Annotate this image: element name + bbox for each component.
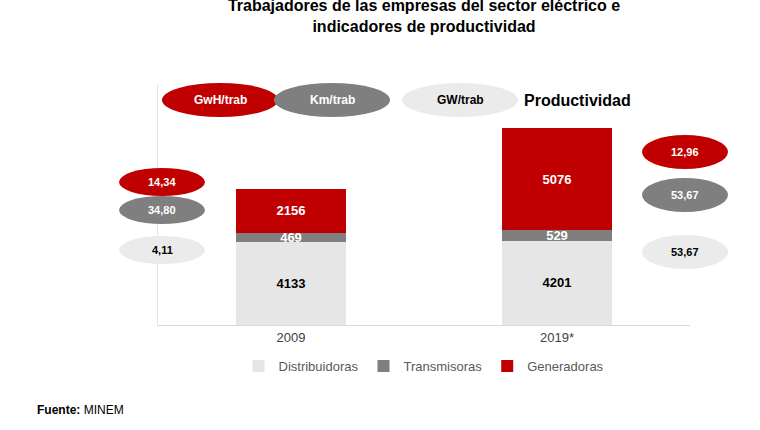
svg-text:Km/trab: Km/trab [310,93,355,107]
svg-text:GW/trab: GW/trab [437,93,484,107]
svg-text:53,67: 53,67 [671,246,699,258]
svg-text:2009: 2009 [277,330,306,345]
svg-text:Trabajadores de las empresas d: Trabajadores de las empresas del sector … [228,0,620,35]
svg-text:4201: 4201 [543,275,572,290]
svg-text:GwH/trab: GwH/trab [194,93,247,107]
svg-text:Distribuidoras: Distribuidoras [279,359,359,374]
svg-text:2156: 2156 [277,203,306,218]
svg-text:34,80: 34,80 [148,204,176,216]
svg-text:12,96: 12,96 [671,146,699,158]
svg-text:4,11: 4,11 [152,244,173,256]
svg-text:53,67: 53,67 [671,189,699,201]
svg-text:Generadoras: Generadoras [527,359,603,374]
svg-text:Transmisoras: Transmisoras [403,359,482,374]
svg-text:2019*: 2019* [540,330,574,345]
svg-text:529: 529 [546,228,568,243]
svg-text:469: 469 [280,230,302,245]
svg-text:5076: 5076 [543,172,572,187]
svg-text:4133: 4133 [277,276,306,291]
svg-text:Productividad: Productividad [524,92,631,109]
svg-text:Fuente: MINEM: Fuente: MINEM [37,403,124,417]
svg-text:14,34: 14,34 [148,176,176,188]
